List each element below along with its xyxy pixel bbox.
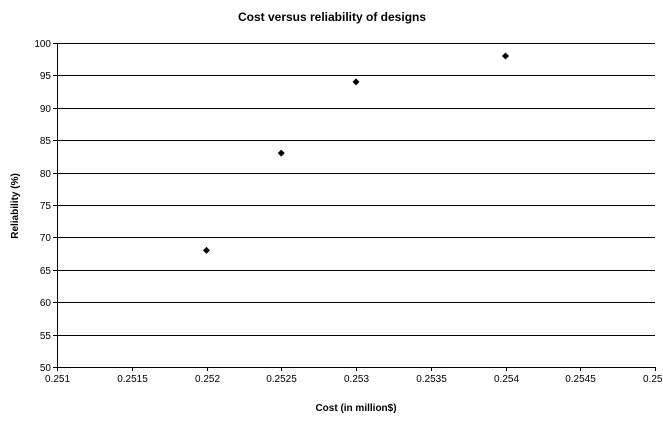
- gridlines: [57, 43, 655, 368]
- y-tick-label: 55: [40, 331, 52, 342]
- x-tick-label: 0.2535: [416, 374, 447, 385]
- data-point: [277, 149, 285, 157]
- y-tick-label: 50: [40, 363, 52, 374]
- y-tick-label: 95: [40, 71, 52, 82]
- x-tick-label: 0.251: [45, 374, 70, 385]
- x-tick-label: 0.2515: [117, 374, 148, 385]
- data-point: [203, 246, 210, 254]
- data-point: [502, 52, 509, 60]
- x-tick-label: 0.255: [643, 374, 663, 385]
- y-tick-label: 70: [40, 233, 52, 244]
- x-tick-label: 0.254: [494, 374, 519, 385]
- x-tick-labels: 0.251 0.2515 0.252 0.2525 0.253 0.2535 0.254 0.…: [45, 374, 663, 385]
- y-tick-label: 85: [40, 136, 52, 147]
- y-axis-label: Reliability (%): [10, 173, 21, 239]
- x-tick-label: 0.252: [195, 374, 220, 385]
- data-points: [203, 52, 509, 254]
- axes: [53, 43, 656, 371]
- data-point: [352, 78, 360, 86]
- x-tick-label: 0.2545: [565, 374, 596, 385]
- x-tick-label: 0.2525: [266, 374, 297, 385]
- y-tick-label: 90: [40, 104, 52, 115]
- y-tick-label: 75: [40, 201, 52, 212]
- y-tick-labels: 50 55 60 65 70 75 80 85 90 95 100: [34, 39, 51, 374]
- y-tick-label: 65: [40, 266, 52, 277]
- y-tick-label: 80: [40, 169, 52, 180]
- x-tick-label: 0.253: [344, 374, 369, 385]
- x-axis-label: Cost (in million$): [315, 403, 396, 414]
- y-tick-label: 100: [34, 39, 51, 50]
- y-tick-label: 60: [40, 298, 52, 309]
- chart-title: Cost versus reliability of designs: [238, 10, 426, 24]
